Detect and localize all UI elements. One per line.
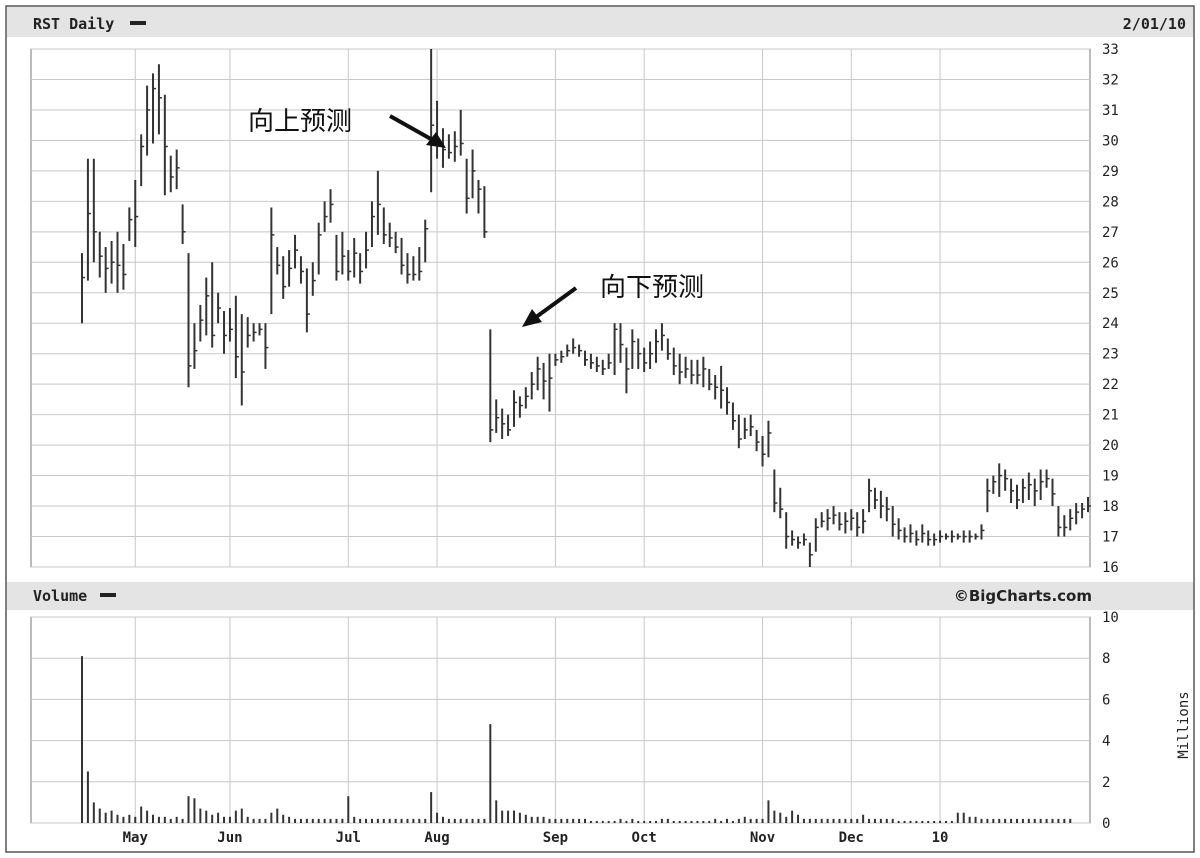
x-tick-label: Sep <box>543 830 568 846</box>
volume-legend-swatch <box>100 593 116 597</box>
price-y-tick-label: 23 <box>1102 347 1119 363</box>
price-y-tick-label: 28 <box>1102 194 1119 210</box>
price-y-tick-label: 24 <box>1102 316 1119 332</box>
volume-y-tick-label: 8 <box>1102 651 1110 667</box>
annotation-down-forecast: 向下预测 <box>600 273 704 303</box>
volume-plot-area <box>30 616 1091 824</box>
x-tick-label: Aug <box>424 830 449 846</box>
symbol-label: RST Daily <box>33 15 114 33</box>
price-y-tick-label: 32 <box>1102 72 1119 88</box>
annotation-up-arrow-icon <box>389 114 439 145</box>
price-y-tick-label: 25 <box>1102 286 1119 302</box>
price-y-tick-label: 16 <box>1102 560 1119 576</box>
x-tick-label: May <box>123 830 149 846</box>
source-credit: ©BigCharts.com <box>954 587 1092 605</box>
volume-y-axis: 0 2 4 6 8 10 <box>1102 610 1119 832</box>
price-grid <box>31 48 1090 568</box>
volume-bars <box>81 656 1072 823</box>
price-y-tick-label: 33 <box>1102 42 1119 58</box>
annotation-down-arrow-icon <box>530 286 578 322</box>
price-y-tick-label: 27 <box>1102 225 1119 241</box>
price-y-tick-label: 19 <box>1102 469 1119 485</box>
price-legend-swatch <box>130 21 146 25</box>
date-label: 2/01/10 <box>1123 15 1186 33</box>
price-bars <box>81 49 1091 567</box>
volume-unit-label: Millions <box>1176 691 1192 758</box>
x-tick-label: Dec <box>839 830 864 846</box>
price-plot-area <box>30 48 1091 568</box>
x-axis: May Jun Jul Aug Sep Oct Nov Dec 10 <box>123 830 949 846</box>
price-y-axis: 16 17 18 19 20 21 22 23 24 25 26 27 28 29 30 31 32 33 <box>1102 42 1119 576</box>
x-tick-label: Jul <box>336 830 361 846</box>
volume-label: Volume <box>33 587 87 605</box>
price-y-tick-label: 20 <box>1102 438 1119 454</box>
price-y-tick-label: 17 <box>1102 530 1119 546</box>
price-y-tick-label: 26 <box>1102 255 1119 271</box>
x-tick-label: Jun <box>217 830 242 846</box>
price-y-tick-label: 29 <box>1102 164 1119 180</box>
volume-y-tick-label: 10 <box>1102 610 1119 626</box>
volume-y-tick-label: 4 <box>1102 734 1110 750</box>
price-header-band <box>7 7 1193 37</box>
annotation-up-forecast: 向上预测 <box>248 107 352 137</box>
x-tick-label: Oct <box>632 830 657 846</box>
price-y-tick-label: 21 <box>1102 408 1119 424</box>
price-y-tick-label: 18 <box>1102 499 1119 515</box>
volume-header-band <box>7 582 1193 610</box>
price-y-tick-label: 31 <box>1102 103 1119 119</box>
x-tick-label: Nov <box>750 830 775 846</box>
annotation-down-arrowhead-icon <box>522 309 542 327</box>
volume-y-tick-label: 2 <box>1102 775 1110 791</box>
volume-y-tick-label: 6 <box>1102 692 1110 708</box>
volume-y-tick-label: 0 <box>1102 816 1110 832</box>
annotation-up-arrowhead-icon <box>426 132 446 148</box>
price-y-tick-label: 22 <box>1102 377 1119 393</box>
price-y-tick-label: 30 <box>1102 133 1119 149</box>
x-tick-label: 10 <box>932 830 949 846</box>
